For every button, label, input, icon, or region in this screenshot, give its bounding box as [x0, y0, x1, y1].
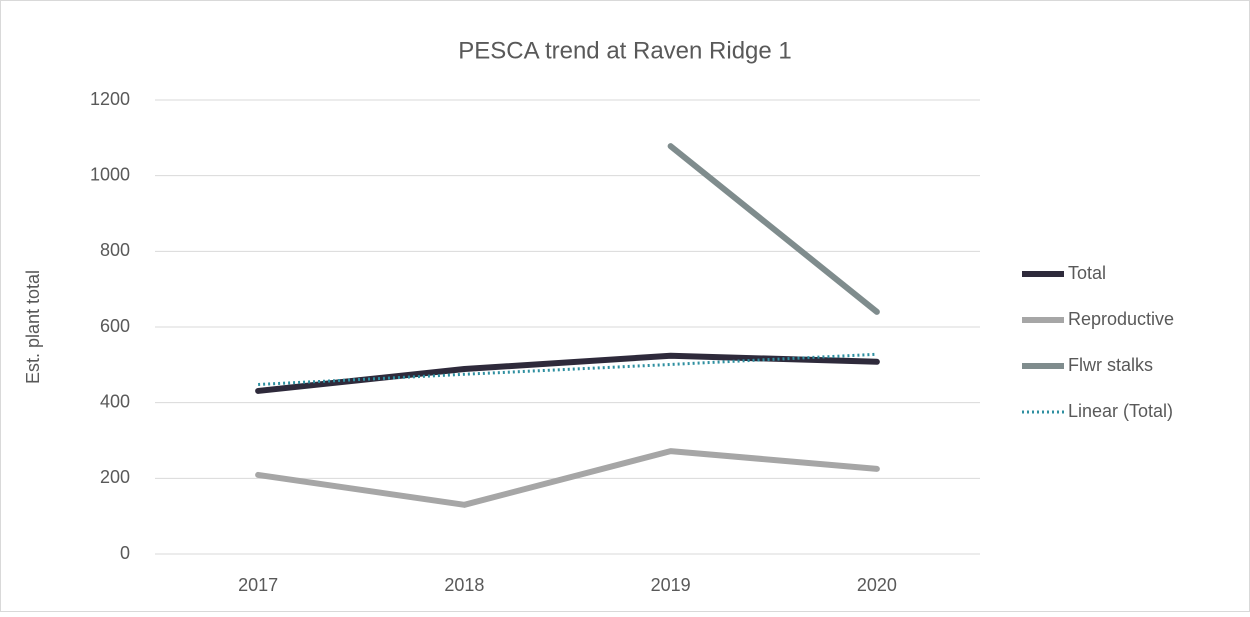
- series-line: [667, 143, 880, 315]
- y-tick-label: 1200: [90, 89, 130, 109]
- y-tick-label: 0: [120, 543, 130, 563]
- legend-label: Flwr stalks: [1068, 355, 1153, 375]
- series-line: [255, 448, 880, 508]
- x-tick-label: 2018: [444, 575, 484, 595]
- legend-label: Reproductive: [1068, 309, 1174, 329]
- y-tick-label: 400: [100, 391, 130, 411]
- x-tick-label: 2017: [238, 575, 278, 595]
- x-tick-label: 2019: [651, 575, 691, 595]
- y-tick-label: 800: [100, 240, 130, 260]
- y-tick-label: 600: [100, 316, 130, 336]
- series-line: [258, 352, 877, 387]
- chart-title: PESCA trend at Raven Ridge 1: [458, 37, 792, 64]
- y-axis-label: Est. plant total: [23, 270, 43, 384]
- y-tick-label: 200: [100, 467, 130, 487]
- legend-label: Linear (Total): [1068, 401, 1173, 421]
- y-tick-label: 1000: [90, 164, 130, 184]
- x-tick-label: 2020: [857, 575, 897, 595]
- legend-label: Total: [1068, 263, 1106, 283]
